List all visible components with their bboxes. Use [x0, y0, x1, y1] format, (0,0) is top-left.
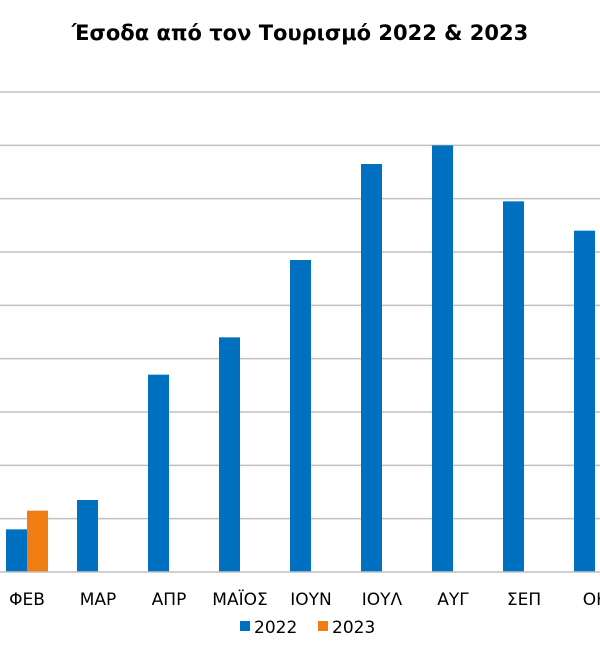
chart-title: Έσοδα από τον Τουρισμό 2022 & 2023: [71, 21, 528, 45]
x-tick-label: ΦΕΒ: [9, 590, 45, 610]
bar-2022-ΜΑΪΟΣ: [219, 337, 240, 572]
legend-swatch-2022: [240, 621, 250, 631]
bar-2022-ΦΕΒ: [6, 529, 27, 572]
x-tick-labels: ΦΕΒ ΜΑΡ ΑΠΡ ΜΑΪΟΣ ΙΟΥΝ ΙΟΥΛ ΑΥΓ ΣΕΠ ΟΚ: [9, 589, 600, 610]
x-tick-label: ΜΑΡ: [80, 590, 117, 610]
bars: [6, 145, 595, 573]
bar-2022-ΟΚ: [574, 230, 595, 572]
bar-2022-ΙΟΥΛ: [361, 164, 382, 572]
legend-label-2022: 2022: [254, 618, 297, 638]
x-tick-label: ΑΥΓ: [437, 590, 469, 610]
x-tick-label: ΣΕΠ: [507, 590, 541, 610]
bar-2022-ΙΟΥΝ: [290, 260, 311, 572]
bar-2023-ΦΕΒ: [27, 510, 48, 572]
x-tick-label: ΟΚ: [583, 590, 600, 610]
x-tick-label: ΜΑΪΟΣ: [212, 589, 267, 610]
x-tick-label: ΑΠΡ: [152, 590, 187, 610]
bar-2022-ΑΠΡ: [148, 374, 169, 572]
bar-2022-ΑΥΓ: [432, 145, 453, 573]
legend-label-2023: 2023: [332, 618, 375, 638]
x-tick-label: ΙΟΥΛ: [362, 590, 403, 610]
bar-2022-ΣΕΠ: [503, 201, 524, 573]
x-tick-label: ΙΟΥΝ: [290, 590, 332, 610]
bar-2022-ΜΑΡ: [77, 500, 98, 572]
legend: 2022 2023: [240, 618, 375, 638]
legend-swatch-2023: [318, 621, 328, 631]
